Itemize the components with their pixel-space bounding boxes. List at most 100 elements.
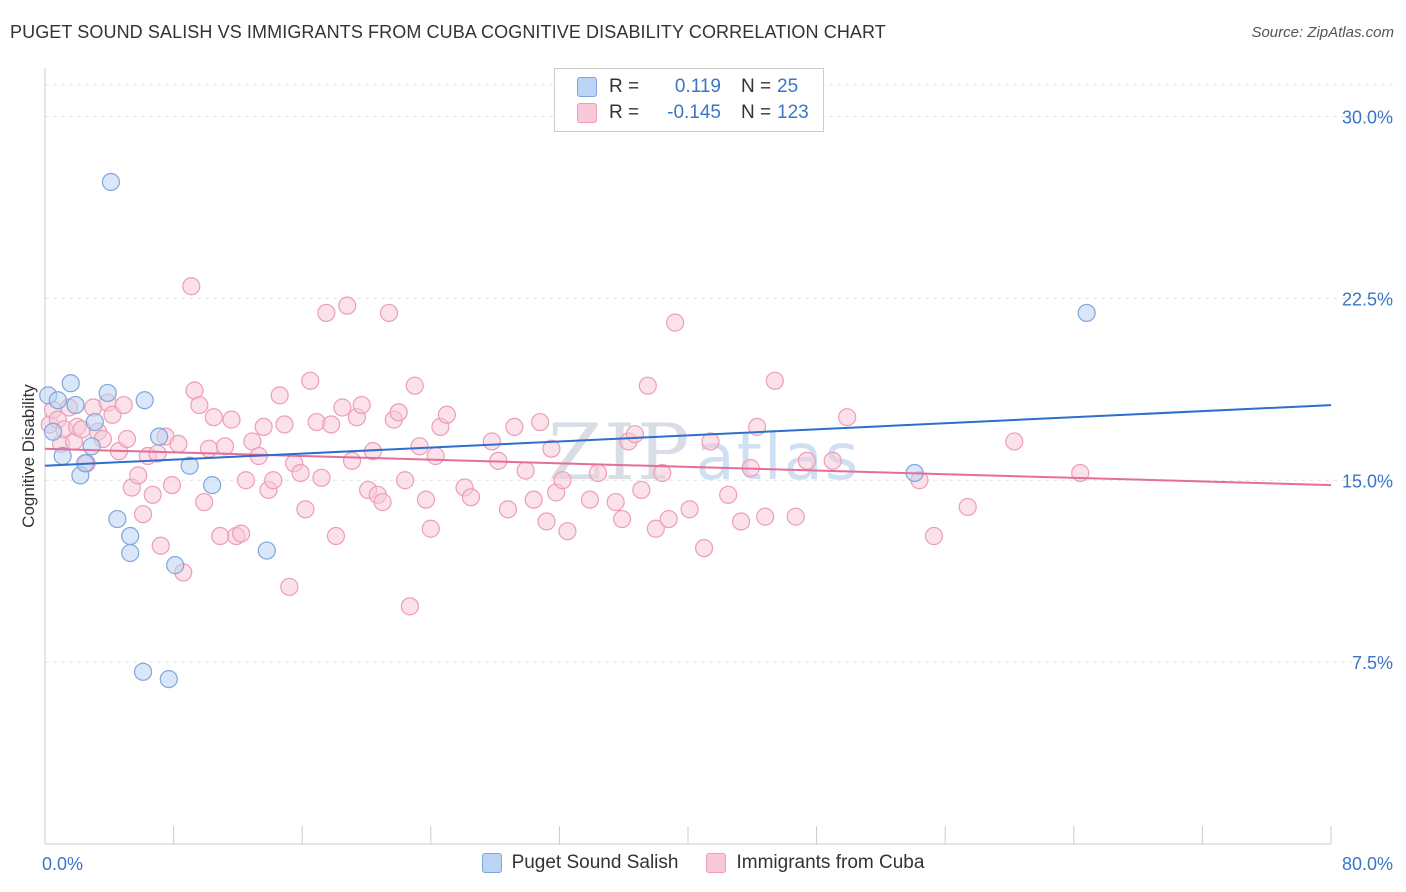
point-pink	[823, 451, 842, 470]
legend-swatch-cuba	[706, 853, 727, 873]
point-blue	[48, 391, 67, 410]
legend-swatch-salish	[481, 853, 502, 873]
point-blue	[101, 172, 121, 192]
point-pink	[580, 490, 600, 509]
point-pink	[461, 488, 481, 507]
point-pink	[373, 492, 392, 512]
point-pink	[410, 437, 429, 456]
point-pink	[638, 376, 657, 395]
point-pink	[416, 490, 436, 509]
point-blue	[82, 437, 101, 456]
stats-r-label: R =	[609, 102, 640, 123]
point-pink	[317, 303, 336, 323]
point-pink	[731, 512, 751, 531]
point-pink	[301, 371, 320, 390]
point-pink	[151, 536, 170, 555]
point-pink	[537, 512, 556, 531]
point-pink	[553, 471, 572, 490]
point-blue	[66, 395, 85, 415]
point-blue	[121, 526, 140, 546]
point-pink	[680, 500, 699, 519]
point-pink	[588, 463, 608, 483]
point-pink	[786, 507, 805, 526]
point-pink	[542, 439, 561, 458]
point-blue	[43, 422, 63, 441]
point-pink	[182, 277, 201, 296]
point-blue	[150, 427, 169, 446]
legend-item-salish[interactable]: Puget Sound Salish	[481, 852, 679, 874]
point-pink	[199, 439, 219, 458]
point-pink	[838, 408, 857, 427]
point-pink	[719, 485, 738, 504]
stats-r-label: R =	[609, 76, 640, 97]
point-pink	[162, 476, 182, 495]
point-pink	[215, 437, 235, 456]
point-blue	[85, 412, 104, 432]
trendline-blue	[44, 404, 1332, 467]
point-pink	[516, 461, 535, 480]
point-pink	[117, 429, 137, 449]
point-pink	[296, 500, 315, 519]
legend-item-cuba[interactable]: Immigrants from Cuba	[706, 852, 924, 874]
point-blue	[133, 662, 153, 681]
point-pink	[232, 524, 251, 543]
stats-row-salish: R = 0.119 N = 25	[577, 75, 798, 99]
point-pink	[612, 509, 632, 529]
stats-n-value: 25	[777, 76, 799, 97]
point-pink	[400, 597, 420, 616]
point-pink	[659, 509, 678, 529]
point-pink	[395, 471, 415, 490]
point-pink	[653, 463, 672, 483]
point-pink	[379, 303, 399, 323]
stats-n-value: 123	[777, 102, 809, 123]
point-pink	[421, 519, 440, 538]
point-pink	[666, 313, 685, 332]
point-pink	[211, 526, 230, 546]
point-pink	[625, 425, 645, 444]
stats-swatch-salish	[577, 77, 597, 97]
point-pink	[114, 395, 133, 415]
point-pink	[322, 415, 341, 434]
point-pink	[558, 522, 577, 541]
point-pink	[326, 526, 346, 546]
point-pink	[342, 451, 362, 470]
legend-label-salish: Puget Sound Salish	[511, 852, 679, 873]
y-tick-label: 7.5%	[1352, 653, 1393, 673]
point-pink	[531, 412, 550, 432]
point-blue	[61, 374, 80, 393]
point-pink	[264, 471, 283, 490]
point-pink	[924, 526, 944, 546]
y-tick-label: 15.0%	[1342, 471, 1393, 491]
point-pink	[291, 463, 310, 483]
point-blue	[159, 669, 178, 689]
point-blue	[135, 391, 154, 410]
point-pink	[143, 485, 162, 504]
point-blue	[257, 541, 276, 560]
point-pink	[204, 408, 223, 427]
point-pink	[129, 466, 148, 485]
point-pink	[133, 505, 153, 524]
stats-n-label: N =	[741, 76, 772, 97]
point-pink	[426, 446, 445, 466]
point-pink	[524, 490, 543, 509]
point-blue	[166, 556, 185, 575]
point-pink	[254, 417, 273, 436]
point-pink	[236, 471, 256, 490]
point-pink	[437, 405, 456, 424]
stats-r-value: 0.119	[674, 76, 721, 97]
point-pink	[482, 432, 501, 451]
point-pink	[338, 296, 357, 315]
point-pink	[352, 395, 371, 415]
point-pink	[756, 507, 775, 526]
point-pink	[312, 468, 331, 487]
point-blue	[108, 509, 127, 529]
source-label: Source: ZipAtlas.com	[1251, 24, 1394, 41]
legend-label-cuba: Immigrants from Cuba	[736, 852, 925, 873]
point-pink	[1005, 432, 1024, 451]
point-blue	[98, 383, 117, 403]
point-pink	[797, 451, 817, 470]
point-pink	[270, 386, 289, 405]
point-pink	[765, 371, 784, 390]
y-tick-label: 22.5%	[1342, 289, 1393, 309]
